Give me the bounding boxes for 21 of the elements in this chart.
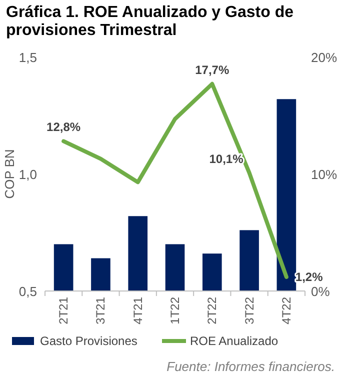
data-label: 17,7% [195,62,230,77]
x-tick-label: 3T22 [242,296,256,324]
y-axis-title: COP BN [2,149,17,199]
y2-tick-label: 20% [311,50,338,65]
source-note: Fuente: Informes financieros. [166,359,335,374]
y-tick-label: 1,0 [18,167,37,182]
y2-tick-label: 0% [311,284,330,299]
data-label: 1,2% [295,270,324,284]
legend-label: ROE Anualizado [190,334,278,348]
x-tick-label: 4T22 [279,296,294,324]
data-label: 12,8% [46,120,81,134]
x-tick-label: 4T21 [130,296,145,324]
y-tick-label: 1,5 [18,50,37,65]
x-tick-label: 2T22 [205,296,220,324]
chart-title: Gráfica 1. ROE Anualizado y Gasto de provisiones Trimestral [6,4,294,39]
y2-tick-label: 10% [311,167,338,182]
legend-label: Gasto Provisiones [40,334,138,348]
x-tick-label: 3T21 [94,296,108,324]
y-tick-label: 0,5 [18,284,37,299]
x-tick-label: 2T21 [56,296,71,324]
x-tick-label: 1T22 [168,296,182,324]
